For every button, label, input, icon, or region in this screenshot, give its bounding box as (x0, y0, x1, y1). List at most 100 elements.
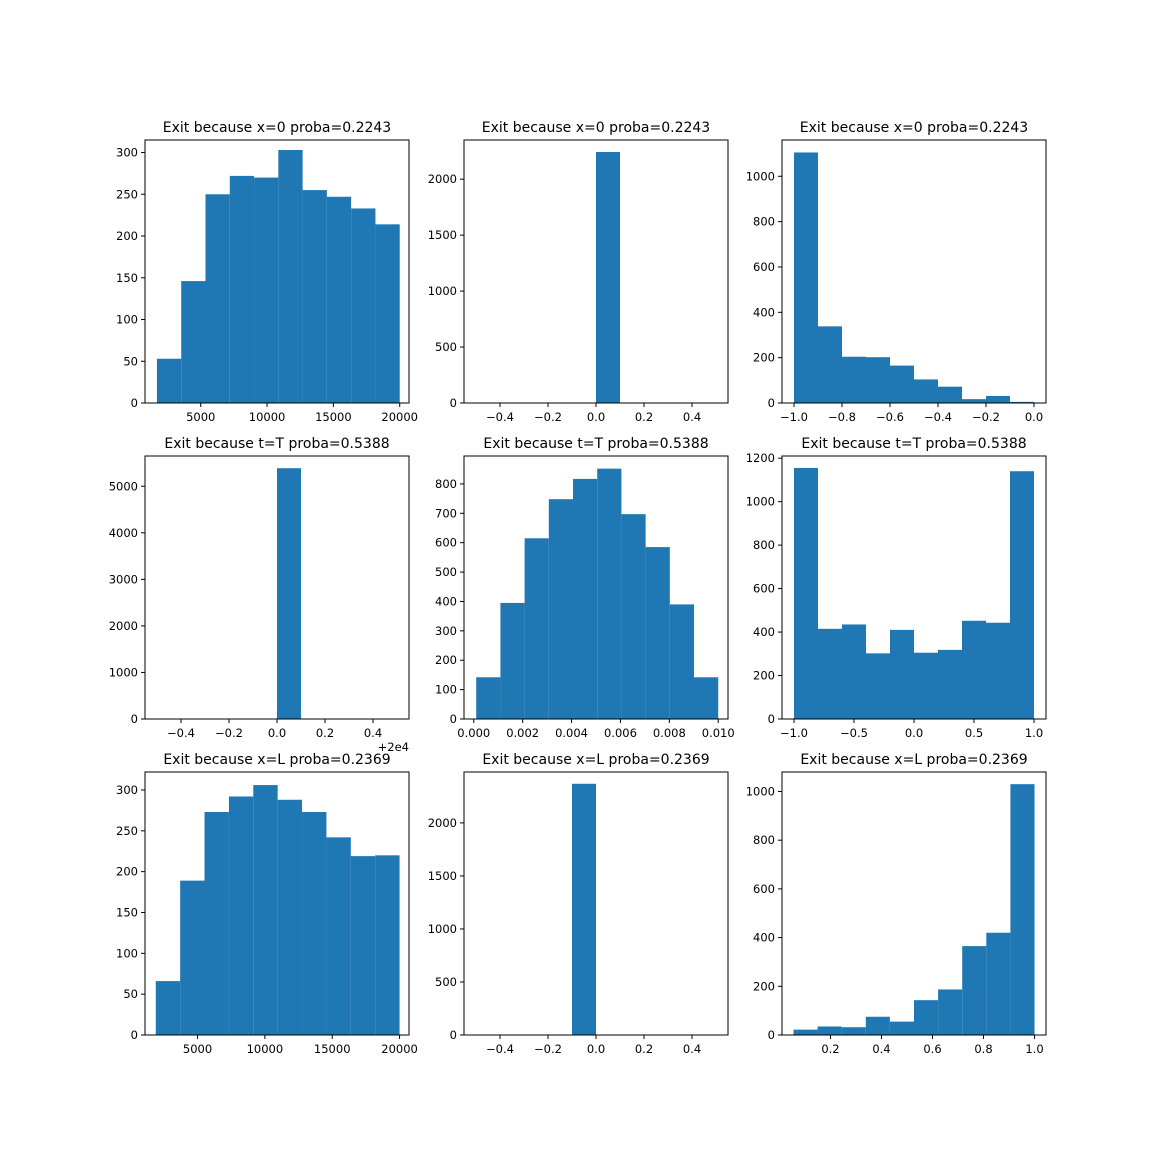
histogram-bar (155, 981, 181, 1035)
x-tick-label: 0.4 (364, 726, 382, 740)
histogram-bar (1010, 401, 1034, 403)
y-tick-label: 1000 (428, 922, 457, 936)
histogram-bar (500, 602, 525, 719)
histogram-bar (254, 177, 279, 403)
y-tick-label: 0 (450, 712, 457, 726)
x-tick-label: 0.2 (316, 726, 334, 740)
x-tick-label: 0.2 (821, 1042, 839, 1056)
y-tick-label: 200 (753, 979, 775, 993)
x-tick-label: 0.4 (872, 1042, 890, 1056)
x-tick-label: 10000 (247, 1042, 284, 1056)
x-tick-label: 0.4 (683, 1042, 701, 1056)
x-tick-label: 1.0 (1025, 726, 1043, 740)
subplot-6: −1.0 −0.5 0.0 0.5 1.0 0 200 400 600 800 1000 1200 Ex… (746, 436, 1047, 740)
x-tick-label: 0.008 (653, 726, 686, 740)
subplot-title: Exit because x=L proba=0.2369 (482, 752, 709, 768)
histogram-bar (572, 783, 596, 1035)
subplot-2: −0.4 −0.2 0.0 0.2 0.4 0 500 1000 1500 2000 Exit be… (428, 120, 729, 424)
histogram-bar (573, 478, 598, 719)
y-tick-label: 3000 (109, 572, 138, 586)
x-tick-label: −0.4 (486, 1042, 514, 1056)
y-tick-label: 300 (116, 783, 138, 797)
y-tick-label: 1500 (428, 228, 457, 242)
histogram-bar (326, 196, 352, 403)
histogram-bar (866, 653, 890, 719)
x-tick-label: −1.0 (780, 410, 808, 424)
x-tick-label: −0.2 (215, 726, 243, 740)
histogram-bar (914, 652, 938, 719)
x-tick-label: −0.2 (972, 410, 1000, 424)
axes-frame (144, 139, 410, 404)
y-tick-label: 800 (753, 538, 775, 552)
y-tick-label: 800 (753, 215, 775, 229)
subplot-title: Exit because x=L proba=0.2369 (800, 752, 1027, 768)
histogram-bar (302, 190, 327, 403)
y-tick-label: 1000 (109, 665, 138, 679)
x-tick-label: 10000 (249, 410, 286, 424)
histogram-bar (476, 677, 501, 719)
subplot-title: Exit because x=0 proba=0.2243 (482, 120, 710, 136)
y-tick-label: 5000 (109, 479, 138, 493)
x-tick-label: −0.5 (840, 726, 868, 740)
y-tick-label: 800 (753, 833, 775, 847)
histogram-bar (1010, 471, 1034, 719)
y-tick-label: 600 (753, 882, 775, 896)
subplot-5: 0.000 0.002 0.004 0.006 0.008 0.010 0 100 200 300… (435, 436, 735, 740)
x-tick-label: −0.8 (828, 410, 856, 424)
histogram-bar (842, 624, 866, 719)
x-tick-label: 1.0 (1025, 1042, 1043, 1056)
y-tick-label: 300 (435, 624, 457, 638)
histogram-bar (181, 281, 206, 403)
subplot-4: −0.4 −0.2 0.0 0.2 0.4 0 1000 2000 3000 4000 5000 Ex… (109, 436, 410, 754)
x-tick-label: 0.006 (604, 726, 637, 740)
y-tick-label: 300 (116, 146, 138, 160)
y-tick-label: 1000 (746, 784, 775, 798)
y-tick-label: 150 (116, 271, 138, 285)
x-tick-label: −0.4 (486, 410, 514, 424)
subplot-title: Exit because t=T proba=0.5388 (801, 436, 1026, 452)
y-tick-label: 200 (753, 351, 775, 365)
histogram-bar (986, 395, 1010, 403)
y-tick-label: 700 (435, 506, 457, 520)
x-tick-label: 0.0 (1025, 410, 1043, 424)
x-tick-label: 15000 (314, 1042, 351, 1056)
y-tick-label: 2000 (109, 619, 138, 633)
subplot-title: Exit because x=0 proba=0.2243 (163, 120, 391, 136)
histogram-bar (938, 989, 963, 1035)
histogram-bar (548, 499, 574, 719)
histogram-bar (890, 365, 914, 403)
y-tick-label: 150 (116, 905, 138, 919)
histogram-bar (794, 467, 818, 719)
x-tick-label: 0.2 (635, 410, 653, 424)
histogram-bar (597, 468, 622, 719)
histogram-bar (326, 837, 351, 1035)
subplot-3: −1.0 −0.8 −0.6 −0.4 −0.2 0.0 0 200 400 600 800 1000… (746, 120, 1047, 424)
x-tick-label: −0.2 (534, 410, 562, 424)
y-tick-label: 1000 (428, 284, 457, 298)
y-tick-label: 1200 (746, 451, 775, 465)
x-tick-label: −0.6 (876, 410, 904, 424)
subplot-1: 5000 10000 15000 20000 0 50 100 150 200 250 300 Exi… (116, 120, 418, 424)
y-tick-label: 0 (768, 712, 775, 726)
y-tick-label: 200 (753, 669, 775, 683)
histogram-bar (351, 208, 376, 403)
x-tick-label: 0.5 (965, 726, 983, 740)
histogram-bar (890, 629, 914, 719)
x-tick-label: 0.0 (587, 1042, 605, 1056)
y-tick-label: 600 (753, 582, 775, 596)
subplot-8: −0.4 −0.2 0.0 0.2 0.4 0 500 1000 1500 2000 Exit be… (428, 752, 729, 1056)
x-tick-label: −0.4 (167, 726, 195, 740)
y-tick-label: 250 (116, 824, 138, 838)
y-tick-label: 200 (116, 865, 138, 879)
histogram-bar (229, 175, 255, 403)
x-tick-label: 20000 (381, 410, 418, 424)
y-tick-label: 2000 (428, 816, 457, 830)
x-tick-label: 0.004 (555, 726, 588, 740)
histogram-bar (350, 856, 376, 1035)
histogram-bar (694, 677, 719, 719)
y-tick-label: 0 (450, 396, 457, 410)
histogram-bar (914, 1000, 939, 1035)
x-tick-label: 5000 (186, 410, 215, 424)
y-tick-label: 200 (435, 653, 457, 667)
